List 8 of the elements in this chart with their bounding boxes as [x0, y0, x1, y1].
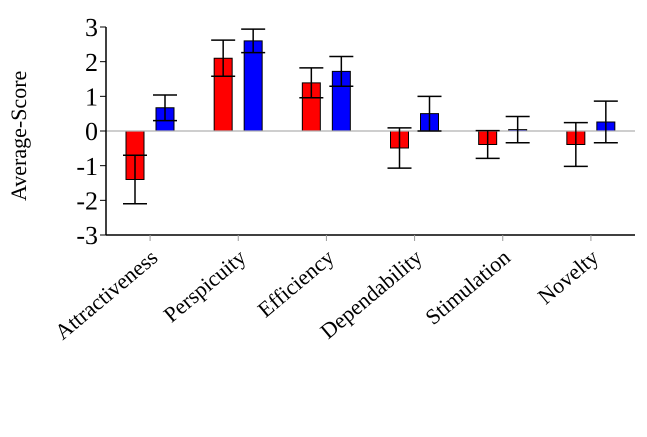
- y-axis-title: Average-Score: [6, 70, 31, 201]
- y-tick-label: 0: [85, 117, 98, 146]
- y-tick-label: -3: [76, 221, 98, 250]
- y-tick-label: -2: [76, 186, 98, 216]
- y-tick-label: 3: [85, 13, 98, 42]
- y-tick-label: 2: [85, 48, 98, 77]
- y-tick-label: -1: [76, 152, 98, 181]
- y-tick-label: 1: [85, 82, 98, 112]
